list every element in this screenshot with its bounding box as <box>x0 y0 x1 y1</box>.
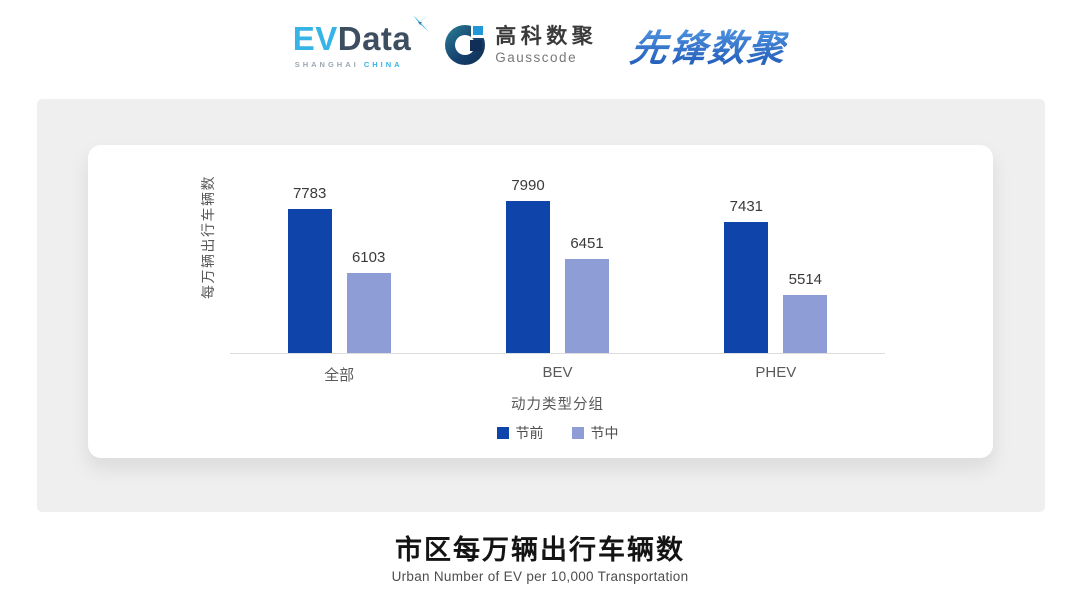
bar-PHEV-节前 <box>724 222 769 353</box>
x-axis-title: 动力类型分组 <box>511 397 604 413</box>
bar-value-label: 6103 <box>351 249 386 266</box>
bar-全部-节前 <box>287 209 332 353</box>
logo-evdata: EVData SHANGHAI CHINA <box>292 14 430 69</box>
header-logos: EVData SHANGHAI CHINA 高科数聚 <box>0 14 1080 72</box>
legend-label: 节前 <box>515 425 544 441</box>
gausscode-cn-text: 高科数聚 <box>495 25 598 49</box>
bar-value-label: 7990 <box>511 177 545 194</box>
logo-xianfeng: 先锋数聚 <box>627 18 791 72</box>
bar-value-label: 7783 <box>292 185 327 202</box>
bar-value-label: 6451 <box>570 235 604 252</box>
legend-label: 节中 <box>590 425 619 441</box>
chart-title: 市区每万辆出行车辆数 <box>395 535 685 565</box>
bar-全部-节中 <box>346 273 391 353</box>
x-tick-label: 全部 <box>324 367 355 384</box>
legend-swatch-icon <box>571 427 584 439</box>
gausscode-wordmark: 高科数聚 Gausscode <box>495 25 597 64</box>
legend: 节前 节中 <box>496 423 619 443</box>
evdata-wordmark: EVData <box>292 14 430 57</box>
bar-value-label: 7431 <box>729 198 764 215</box>
y-axis-label: 每万辆出行车辆数 <box>200 175 216 299</box>
evdata-subtext: SHANGHAI CHINA <box>295 60 403 69</box>
chart-subtitle: Urban Number of EV per 10,000 Transporta… <box>391 569 689 584</box>
evdata-china-text: CHINA <box>363 59 403 69</box>
chart-card: 每万辆出行车辆数 7783 6103 全部 7990 6451 BEV 7431 5514 PH… <box>88 145 993 458</box>
legend-item-节前: 节前 <box>496 423 544 443</box>
x-spark-icon <box>411 14 430 32</box>
evdata-ev-text: EV <box>292 19 338 57</box>
legend-item-节中: 节中 <box>571 423 619 443</box>
x-tick-label: BEV <box>542 364 573 381</box>
bar-PHEV-节中 <box>783 295 828 353</box>
bar-BEV-节前 <box>506 201 550 353</box>
x-axis-line <box>230 353 885 354</box>
g-ring-icon <box>445 25 486 65</box>
evdata-data-text: Data <box>337 19 412 57</box>
bar-BEV-节中 <box>565 259 609 353</box>
evdata-shanghai-text: SHANGHAI <box>294 59 359 69</box>
x-tick-label: PHEV <box>755 364 797 381</box>
logo-gausscode: 高科数聚 Gausscode <box>445 25 597 65</box>
gausscode-en-text: Gausscode <box>495 49 578 65</box>
bar-value-label: 5514 <box>788 271 823 288</box>
chart-panel: 每万辆出行车辆数 7783 6103 全部 7990 6451 BEV 7431 5514 PH… <box>37 99 1045 512</box>
legend-swatch-icon <box>496 427 509 439</box>
